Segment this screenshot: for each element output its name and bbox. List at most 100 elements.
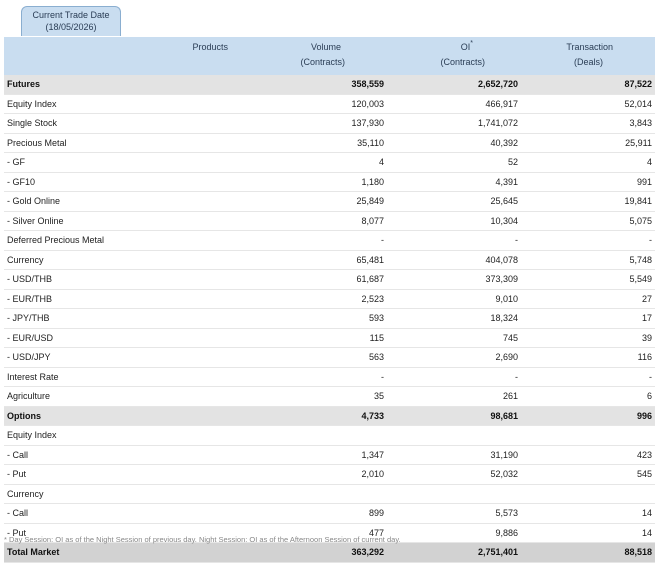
cell-volume [256,484,387,504]
cell-oi: 25,645 [387,191,521,212]
cell-transaction: 545 [521,464,655,485]
current-trade-date-tab[interactable]: Current Trade Date (18/05/2026) [21,6,121,36]
cell-volume: 2,523 [256,289,387,309]
table-row: - USD/JPY 563 2,690 116 [4,347,655,368]
cell-product: - Put [4,464,256,485]
cell-oi: 10,304 [387,211,521,231]
cell-volume: 2,010 [256,464,387,485]
table-row: - EUR/THB 2,523 9,010 27 [4,289,655,309]
oi-footnote-mark: * [470,40,473,47]
cell-volume: 35 [256,386,387,407]
cell-oi: 2,652,720 [387,75,521,95]
cell-volume: 4 [256,152,387,173]
cell-oi: - [387,230,521,251]
cell-oi: 745 [387,328,521,348]
cell-product: - USD/THB [4,269,256,290]
cell-oi: 18,324 [387,308,521,329]
cell-volume: 363,292 [256,542,387,563]
cell-oi: 98,681 [387,406,521,426]
footnote: * Day Session: OI as of the Night Sessio… [4,535,401,544]
table-row: Total Market 363,292 2,751,401 88,518 [4,542,655,563]
cell-volume: 477 [256,523,387,543]
cell-volume: 563 [256,347,387,368]
cell-product: Equity Index [4,425,256,446]
cell-product: Agriculture [4,386,256,407]
table-header-row: Products Volume (Contracts) OI* (Contrac… [4,37,655,75]
cell-transaction: 5,075 [521,211,655,231]
cell-oi: 2,690 [387,347,521,368]
cell-volume: 358,559 [256,75,387,95]
header-oi: OI* (Contracts) [387,37,521,75]
cell-product: Currency [4,484,256,504]
cell-transaction: 39 [521,328,655,348]
cell-oi: 1,741,072 [387,113,521,134]
cell-oi: 40,392 [387,133,521,153]
cell-transaction: 5,748 [521,250,655,270]
cell-volume: 61,687 [256,269,387,290]
cell-transaction [521,484,655,504]
cell-transaction: 116 [521,347,655,368]
table-row: Options 4,733 98,681 996 [4,406,655,426]
table-row: Deferred Precious Metal - - - [4,230,655,251]
tab-date: (18/05/2026) [45,22,97,32]
cell-product: Futures [4,75,256,95]
cell-volume: 4,733 [256,406,387,426]
table-row: Equity Index [4,425,655,446]
cell-volume: 1,347 [256,445,387,465]
cell-product: - EUR/USD [4,328,256,348]
tab-label: Current Trade Date [32,10,110,20]
table-row: - Silver Online 8,077 10,304 5,075 [4,211,655,231]
cell-oi: 373,309 [387,269,521,290]
table-row: Equity Index 120,003 466,917 52,014 [4,94,655,114]
cell-oi: 5,573 [387,503,521,524]
cell-oi: 9,886 [387,523,521,543]
table-row: - USD/THB 61,687 373,309 5,549 [4,269,655,290]
cell-product: - GF10 [4,172,256,192]
cell-product: - USD/JPY [4,347,256,368]
cell-product: - Gold Online [4,191,256,212]
cell-product: - EUR/THB [4,289,256,309]
cell-oi: 4,391 [387,172,521,192]
cell-product: Currency [4,250,256,270]
table-row: Agriculture 35 261 6 [4,386,655,407]
table-row: - Gold Online 25,849 25,645 19,841 [4,191,655,212]
cell-oi: 261 [387,386,521,407]
table-row: - JPY/THB 593 18,324 17 [4,308,655,329]
cell-product: Options [4,406,256,426]
cell-volume: 115 [256,328,387,348]
table-row: - GF 4 52 4 [4,152,655,173]
cell-transaction: 87,522 [521,75,655,95]
table-row: Single Stock 137,930 1,741,072 3,843 [4,113,655,134]
cell-volume: 120,003 [256,94,387,114]
cell-volume: 25,849 [256,191,387,212]
cell-volume: 35,110 [256,133,387,153]
cell-transaction [521,425,655,446]
cell-product: Total Market [4,542,256,563]
cell-transaction: 52,014 [521,94,655,114]
table-row: Precious Metal 35,110 40,392 25,911 [4,133,655,153]
cell-product: - JPY/THB [4,308,256,329]
cell-oi: 2,751,401 [387,542,521,563]
cell-product: Single Stock [4,113,256,134]
market-summary-table: Products Volume (Contracts) OI* (Contrac… [4,37,655,563]
cell-product: - Call [4,445,256,465]
table-row: - Call 899 5,573 14 [4,503,655,524]
cell-oi [387,484,521,504]
cell-transaction: - [521,367,655,387]
table-row: - Put 477 9,886 14 [4,523,655,543]
cell-transaction: 5,549 [521,269,655,290]
cell-oi: - [387,367,521,387]
cell-product: - GF [4,152,256,173]
cell-volume: 1,180 [256,172,387,192]
cell-volume [256,425,387,446]
cell-transaction: 996 [521,406,655,426]
table-row: Currency [4,484,655,504]
cell-transaction: 423 [521,445,655,465]
table-row: Currency 65,481 404,078 5,748 [4,250,655,270]
cell-volume: - [256,230,387,251]
table-body: Futures 358,559 2,652,720 87,522 Equity Inde… [4,75,655,563]
header-volume: Volume (Contracts) [256,37,387,75]
table-row: - EUR/USD 115 745 39 [4,328,655,348]
cell-transaction: - [521,230,655,251]
cell-product: - Call [4,503,256,524]
